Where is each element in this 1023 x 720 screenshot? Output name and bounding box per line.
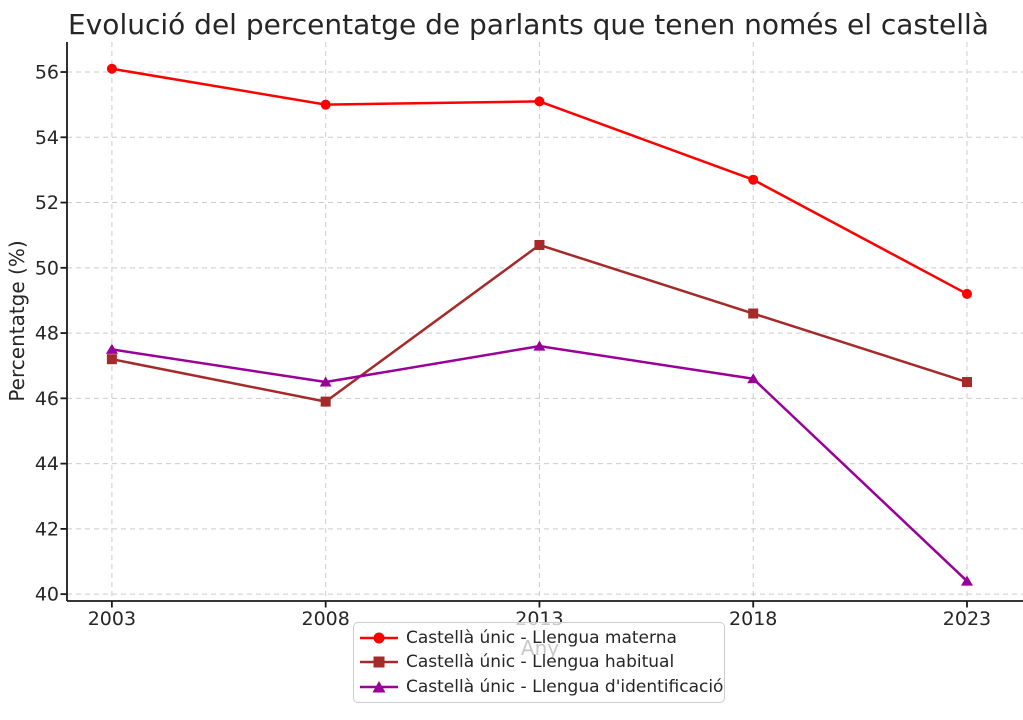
series-1-marker <box>748 308 759 319</box>
legend-swatch-square-icon <box>360 656 398 668</box>
y-tick-label: 40 <box>35 584 59 606</box>
series-0-marker <box>961 288 972 299</box>
legend-label: Castellà únic - Llengua materna <box>406 628 677 649</box>
y-tick-label: 44 <box>35 453 59 475</box>
y-tick-label: 50 <box>35 257 59 279</box>
x-tick-label: 2023 <box>943 608 991 630</box>
x-tick-label: 2008 <box>301 608 349 630</box>
y-tick-label: 52 <box>35 192 59 214</box>
x-tick-label: 2018 <box>729 608 777 630</box>
legend-label: Castellà únic - Llengua habitual <box>406 652 675 673</box>
legend-swatch-triangle-icon <box>360 680 398 693</box>
series-1-marker <box>534 239 545 250</box>
x-tick-label: 2003 <box>88 608 136 630</box>
legend-swatch-circle-icon <box>360 632 398 644</box>
y-tick-label: 42 <box>35 518 59 540</box>
legend-item: Castellà únic - Llengua habitual <box>359 650 724 674</box>
series-0-marker <box>534 96 545 107</box>
legend-label: Castellà únic - Llengua d'identificació <box>406 676 724 697</box>
chart-title: Evolució del percentatge de parlants que… <box>68 8 989 41</box>
legend-item: Castellà únic - Llengua d'identificació <box>359 675 724 699</box>
series-0-marker <box>106 63 117 74</box>
y-tick-label: 54 <box>35 127 59 149</box>
series-2-marker <box>319 376 332 387</box>
series-2-marker <box>105 343 118 354</box>
series-0-marker <box>320 99 331 110</box>
series-2-marker <box>960 575 973 586</box>
y-tick-label: 46 <box>35 388 59 410</box>
series-2-marker <box>747 373 760 384</box>
series-1-marker <box>961 377 972 388</box>
series-1-marker <box>106 354 117 365</box>
series-0-marker <box>748 174 759 185</box>
series-1-marker <box>320 396 331 407</box>
series-2-marker <box>533 340 546 351</box>
legend-item: Castellà únic - Llengua materna <box>359 626 724 650</box>
legend: Castellà únic - Llengua materna Castellà … <box>353 622 725 703</box>
y-tick-label: 56 <box>35 62 59 84</box>
y-tick-label: 48 <box>35 323 59 345</box>
